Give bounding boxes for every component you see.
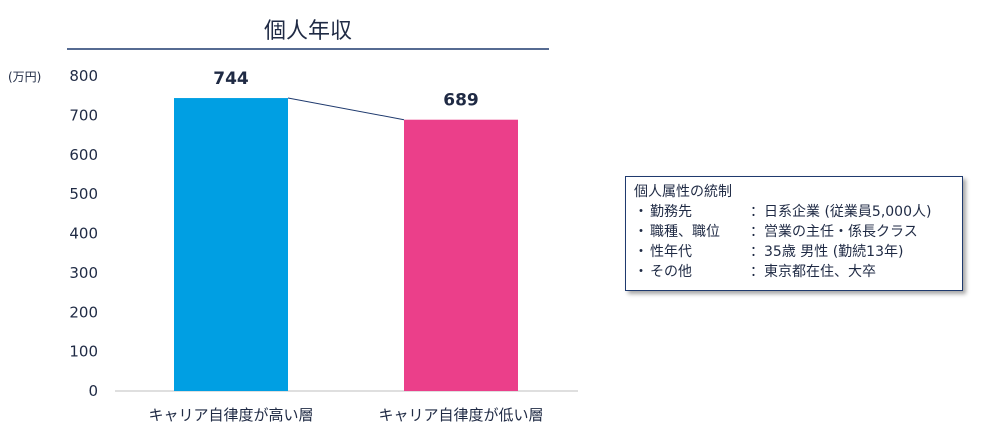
info-bullet: ・	[634, 264, 648, 280]
info-value: ：東京都在住、大卒	[750, 264, 876, 280]
unit-label: (万円)	[8, 70, 41, 84]
y-axis: 0 100 200 300 400 500 600 700 800	[69, 67, 98, 400]
info-box-title: 個人属性の統制	[634, 184, 732, 200]
y-tick-label: 500	[69, 185, 98, 203]
bars-group	[174, 97, 518, 392]
connector-line	[287, 97, 405, 121]
bar-chart: 個人年収 (万円) 0 100 200 300 400 500 600 700 800 744 キ…	[8, 19, 578, 424]
category-label: キャリア自律度が低い層	[378, 406, 543, 424]
info-label: その他	[650, 264, 692, 280]
y-tick-label: 800	[69, 67, 98, 85]
info-label: 勤務先	[650, 204, 692, 220]
info-label: 性年代	[650, 244, 692, 260]
info-row: ・ その他 ：東京都在住、大卒	[634, 262, 954, 282]
info-box: 個人属性の統制 ・ 勤務先 ：日系企業 (従業員5,000人) ・ 職種、職位 …	[625, 176, 963, 291]
y-tick-label: 400	[69, 225, 98, 243]
data-label: 744	[213, 69, 249, 89]
info-label: 職種、職位	[650, 224, 720, 240]
info-row: ・ 勤務先 ：日系企業 (従業員5,000人)	[634, 202, 954, 222]
chart-title: 個人年収	[264, 19, 352, 44]
info-value: ：営業の主任・係長クラス	[750, 224, 918, 240]
info-row: ・ 職種、職位 ：営業の主任・係長クラス	[634, 222, 954, 242]
info-value: ：35歳 男性 (勤続13年)	[750, 244, 904, 260]
y-tick-label: 0	[88, 382, 98, 400]
y-tick-label: 200	[69, 303, 98, 321]
info-bullet: ・	[634, 224, 648, 240]
y-tick-label: 100	[69, 343, 98, 361]
info-bullet: ・	[634, 244, 648, 260]
info-value: ：日系企業 (従業員5,000人)	[750, 204, 932, 220]
y-tick-label: 600	[69, 146, 98, 164]
bar	[174, 98, 288, 392]
bar	[404, 119, 518, 392]
y-tick-label: 300	[69, 264, 98, 282]
category-label: キャリア自律度が高い層	[148, 406, 313, 424]
labels-group: 744 キャリア自律度が高い層 689 キャリア自律度が低い層	[148, 69, 543, 424]
y-tick-label: 700	[69, 106, 98, 124]
info-row: ・ 性年代 ：35歳 男性 (勤続13年)	[634, 242, 954, 262]
info-bullet: ・	[634, 204, 648, 220]
data-label: 689	[443, 91, 479, 111]
